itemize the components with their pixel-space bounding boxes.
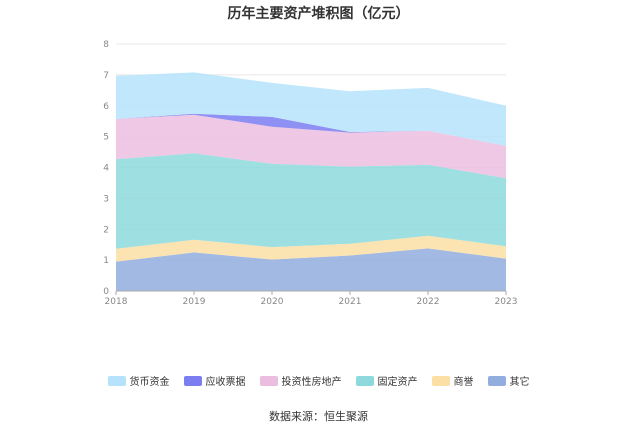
legend-label: 投资性房地产: [281, 377, 342, 388]
legend-item[interactable]: 其它: [487, 373, 530, 388]
legend-label: 应收票据: [205, 377, 246, 388]
legend-label: 货币资金: [129, 377, 170, 388]
area-商誉[interactable]: [116, 235, 506, 262]
x-tick-label: 2018: [105, 297, 128, 307]
area-其它[interactable]: [116, 248, 506, 291]
x-axis: 2018 2019 2020 2021 2022 2023: [105, 290, 518, 307]
legend-swatch: [183, 375, 202, 386]
source-link[interactable]: 恒生聚源: [324, 410, 368, 423]
legend-swatch: [259, 375, 278, 386]
source-label: 数据来源：: [269, 410, 324, 423]
legend-swatch: [431, 375, 450, 386]
legend-label: 其它: [509, 377, 530, 388]
data-source: 数据来源：恒生聚源: [0, 408, 637, 424]
y-tick-label: 6: [103, 102, 109, 112]
legend-item[interactable]: 固定资产: [355, 373, 418, 388]
legend-swatch: [487, 375, 506, 386]
legend-swatch: [355, 375, 374, 386]
y-tick-label: 5: [103, 133, 109, 143]
legend-label: 固定资产: [377, 377, 418, 388]
area-投资性房地产[interactable]: [116, 114, 506, 179]
y-axis: 0 1 2 3 4 5 6 7 8: [103, 40, 109, 297]
x-tick-label: 2019: [183, 297, 206, 307]
x-tick-label: 2020: [261, 297, 284, 307]
legend-item[interactable]: 商誉: [431, 373, 474, 388]
legend-item[interactable]: 货币资金: [107, 373, 170, 388]
legend-item[interactable]: 投资性房地产: [259, 373, 342, 388]
y-tick-label: 2: [103, 225, 109, 235]
y-tick-label: 0: [103, 287, 109, 297]
legend-item[interactable]: 应收票据: [183, 373, 246, 388]
area-固定资产[interactable]: [116, 153, 506, 249]
chart-title: 历年主要资产堆积图（亿元）: [227, 6, 410, 22]
x-tick-label: 2022: [417, 297, 440, 307]
y-tick-label: 3: [103, 194, 109, 204]
legend-label: 商誉: [453, 377, 474, 388]
legend: 货币资金 应收票据 投资性房地产 固定资产 商誉 其它: [0, 373, 637, 388]
x-tick-label: 2021: [339, 297, 362, 307]
y-tick-label: 7: [103, 71, 109, 81]
y-tick-label: 1: [103, 256, 109, 266]
y-tick-label: 4: [103, 164, 109, 174]
legend-swatch: [107, 375, 126, 386]
area-series: [116, 72, 506, 291]
x-tick-label: 2023: [495, 297, 518, 307]
y-tick-label: 8: [103, 40, 109, 50]
area-货币资金[interactable]: [116, 72, 506, 146]
